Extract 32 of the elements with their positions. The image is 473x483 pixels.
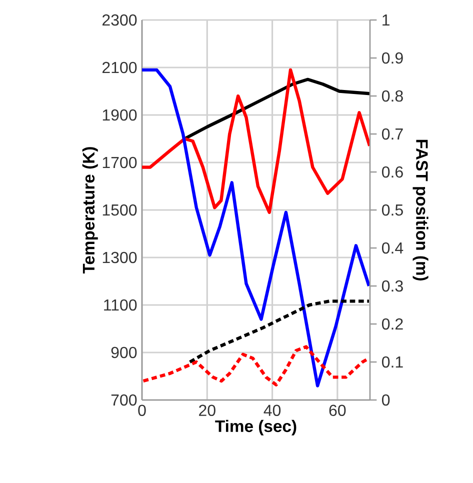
y2-tick-label: 0.3	[382, 280, 403, 292]
x-tick-label: 0	[138, 404, 146, 416]
line-series	[142, 345, 370, 386]
y-tick-label: 1300	[102, 252, 137, 264]
y2-tick-label: 0.7	[382, 128, 403, 140]
y2-tick-label: 1	[382, 14, 390, 26]
y2-tick-label: 0.2	[382, 318, 403, 330]
x-tick-label: 20	[199, 404, 216, 416]
y-tick-label: 1500	[102, 204, 137, 216]
y2-tick-label: 0	[382, 394, 390, 406]
line-series	[183, 78, 370, 140]
line-series	[142, 68, 370, 388]
y2-tick-label: 0.4	[382, 242, 404, 254]
x-tick-label: 60	[329, 404, 346, 416]
x-axis-title: Time (sec)	[215, 420, 296, 436]
y-tick-label: 1100	[104, 299, 137, 311]
x-tick-label: 40	[264, 404, 281, 416]
line-series	[142, 68, 370, 214]
y-tick-label: 2100	[102, 62, 137, 74]
y-tick-label: 2300	[102, 14, 137, 26]
y2-axis-title: FAST position (m)	[412, 140, 428, 280]
y-tick-label: 700	[111, 394, 137, 406]
y2-tick-label: 0.8	[382, 90, 403, 102]
y-tick-label: 1900	[102, 109, 137, 121]
y2-tick-label: 0.1	[382, 356, 403, 368]
y-axis-title: Temperature (K)	[82, 147, 98, 274]
y2-tick-label: 0.6	[382, 166, 403, 178]
y-tick-label: 900	[111, 346, 137, 358]
y2-tick-label: 0.5	[382, 204, 403, 216]
y2-tick-label: 0.9	[382, 52, 403, 64]
y-tick-label: 1700	[102, 156, 137, 168]
line-series	[188, 300, 370, 364]
